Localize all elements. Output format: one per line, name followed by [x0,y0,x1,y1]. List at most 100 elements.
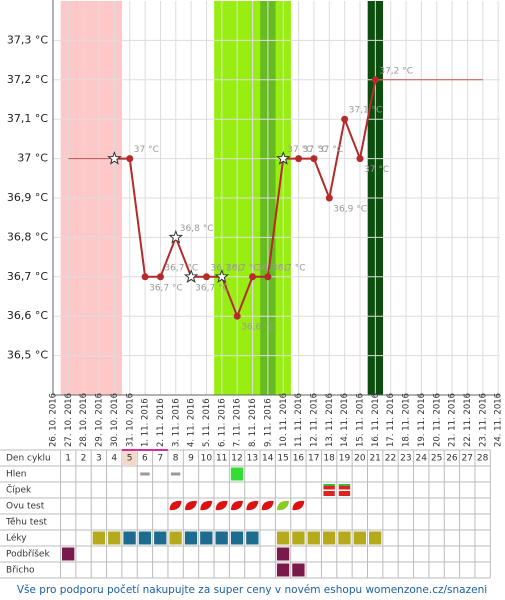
ovu-icon [215,500,228,511]
day-number: 23 [400,454,411,464]
y-tick-label: 36,7 °C [7,270,48,283]
row-label: Léky [6,533,27,544]
day-icon [292,531,305,545]
ovu-icon [292,500,305,511]
day-icon [215,531,228,545]
y-tick-label: 36,9 °C [7,191,48,204]
point [325,194,333,202]
day-number: 3 [96,454,102,464]
day-icon [154,531,167,545]
day-icon [200,531,213,545]
day-icon [123,531,136,545]
point [126,155,134,163]
day-icon [230,531,244,545]
day-highlight [137,449,153,451]
day-number: 20 [354,454,366,464]
star-point [168,229,184,244]
x-tick-label: 1. 11. 2016 [141,398,151,447]
cervix-top [338,484,351,486]
cervix-top [323,484,335,486]
x-tick-label: 27. 10. 2016 [64,393,74,447]
day-number: 18 [323,454,335,464]
x-tick-label: 7. 11. 2016 [233,398,243,447]
day-icon [276,547,290,561]
day-number: 9 [188,454,194,464]
point [141,273,149,281]
day-number: 2 [81,454,87,464]
day-number: 26 [446,454,458,464]
point [371,76,379,84]
day-number: 13 [247,454,258,464]
x-tick-label: 26. 10. 2016 [49,393,59,447]
x-tick-label: 5. 11. 2016 [202,398,212,447]
row-label: Břicho [6,566,35,576]
x-tick-label: 14. 11. 2016 [340,393,350,447]
x-tick-label: 31. 10. 2016 [125,393,135,447]
footer-link[interactable]: Vše pro podporu početí nakupujte za supe… [17,584,487,596]
value-label: 37 °C [134,145,159,155]
x-tick-label: 9. 11. 2016 [263,398,273,447]
day-icon [230,467,244,481]
day-icon [369,531,382,545]
value-label: 37 °C [364,165,389,175]
point [203,273,210,281]
cervix-stripe [323,489,335,491]
value-label: 37,2 °C [379,66,413,76]
star-point [214,269,230,283]
point [341,115,349,123]
ovu-icon [184,500,197,511]
day-icon [353,531,366,545]
value-label: 36,7 °C [164,263,198,273]
ovu-icon [261,500,274,511]
x-tick-label: 30. 10. 2016 [110,393,120,447]
day-icon [184,531,198,545]
star-point [276,150,291,165]
day-number: 15 [277,454,288,464]
mucus-icon [170,472,181,476]
day-shade [122,451,137,465]
x-tick-label: 16. 11. 2016 [371,393,381,447]
day-icon [138,531,152,545]
row-label: Den cyklu [6,454,51,464]
x-tick-label: 3. 11. 2016 [171,398,181,447]
ovu-icon [277,500,290,511]
value-label: 37 °C [318,145,343,155]
point [295,155,303,163]
day-highlight [152,449,168,451]
x-tick-label: 19. 11. 2016 [417,393,427,447]
day-icon [322,531,336,545]
ovu-icon [231,500,244,511]
x-tick-label: 17. 11. 2016 [386,393,396,447]
point [233,312,241,320]
ovu-icon [169,500,182,511]
value-label: 37 °C [287,145,312,155]
star-point [183,269,199,283]
x-tick-label: 21. 11. 2016 [448,393,458,447]
day-number: 22 [385,454,396,464]
point [356,155,364,163]
value-label: 36,7 °C [226,263,260,273]
day-number: 27 [462,454,473,464]
day-number: 5 [127,454,133,464]
day-icon [246,531,259,545]
row-label: Ovu test [6,502,45,512]
point [249,273,257,281]
mucus-icon [140,472,150,476]
day-number: 4 [111,454,117,464]
day-number: 16 [293,454,305,464]
x-tick-label: 2. 11. 2016 [156,398,166,447]
row-label: Podbříšek [6,549,50,560]
y-tick-label: 36,8 °C [7,230,48,243]
x-tick-label: 12. 11. 2016 [309,393,319,447]
day-icon [276,531,290,545]
day-icon [62,547,75,561]
day-icon [276,563,290,577]
x-tick-label: 22. 11. 2016 [463,393,473,447]
day-highlight [121,449,138,451]
value-label: 36,9 °C [333,205,367,215]
x-tick-label: 13. 11. 2016 [325,393,335,447]
value-label: 37,1 °C [349,106,383,116]
row-label: Hlen [6,470,27,480]
day-number: 10 [201,454,213,464]
